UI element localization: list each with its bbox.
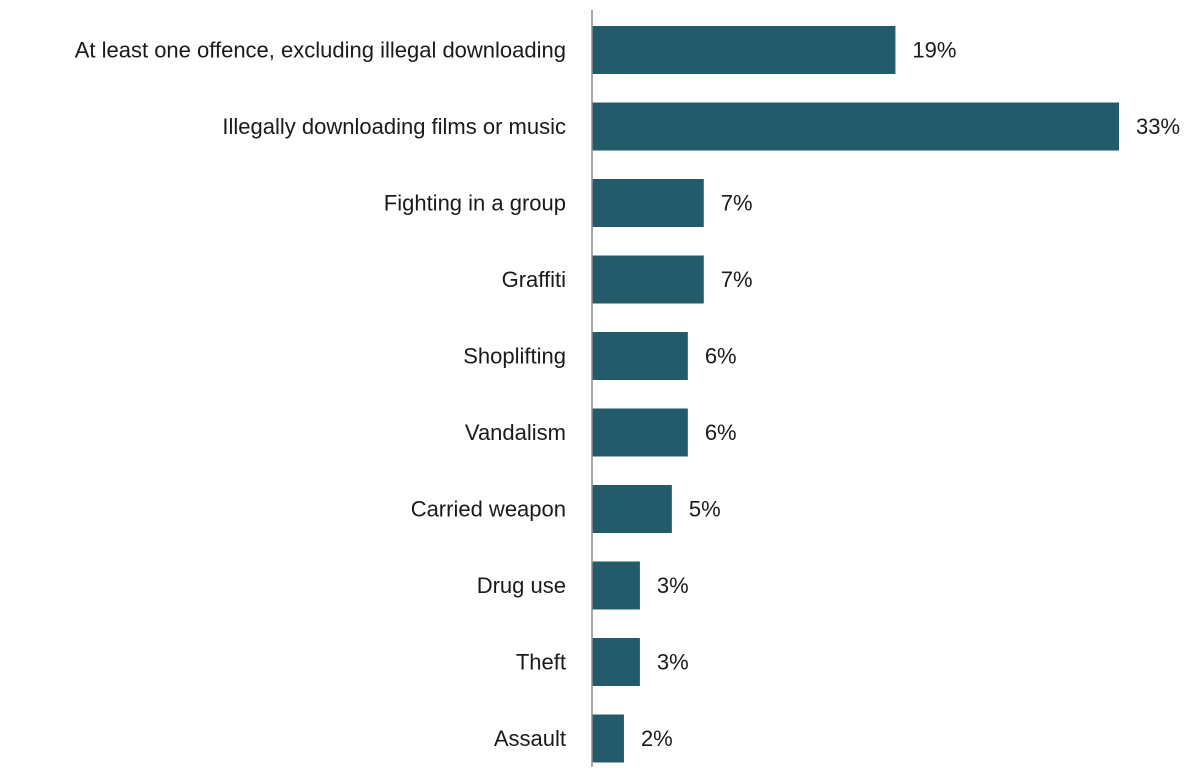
bar-8 — [592, 638, 640, 686]
value-labels: 19% 33% 7% 7% 6% 6% 5% 3% 3% 2% — [641, 38, 1180, 752]
category-label-9: Assault — [494, 726, 566, 751]
category-label-8: Theft — [516, 650, 566, 675]
bar-5 — [592, 408, 688, 457]
value-label-6: 5% — [689, 497, 721, 522]
category-label-4: Shoplifting — [463, 344, 566, 369]
bar-3 — [592, 255, 704, 304]
category-label-5: Vandalism — [465, 420, 566, 445]
category-label-3: Graffiti — [502, 267, 566, 292]
bar-2 — [592, 179, 704, 227]
value-label-8: 3% — [657, 650, 689, 675]
value-label-0: 19% — [912, 38, 956, 63]
category-label-2: Fighting in a group — [384, 191, 566, 216]
bar-7 — [592, 561, 640, 610]
category-label-1: Illegally downloading films or music — [222, 114, 566, 139]
value-label-5: 6% — [705, 420, 737, 445]
category-label-0: At least one offence, excluding illegal … — [75, 38, 566, 63]
category-label-6: Carried weapon — [411, 497, 566, 522]
bar-4 — [592, 332, 688, 380]
bars-layer — [592, 26, 1119, 763]
value-label-9: 2% — [641, 726, 673, 751]
value-label-1: 33% — [1136, 114, 1180, 139]
value-label-7: 3% — [657, 573, 689, 598]
bar-9 — [592, 714, 624, 763]
category-labels: At least one offence, excluding illegal … — [75, 38, 566, 752]
value-label-4: 6% — [705, 344, 737, 369]
value-label-2: 7% — [721, 191, 753, 216]
bar-6 — [592, 485, 672, 533]
value-label-3: 7% — [721, 267, 753, 292]
bar-1 — [592, 102, 1119, 151]
bar-0 — [592, 26, 896, 74]
category-label-7: Drug use — [477, 573, 566, 598]
